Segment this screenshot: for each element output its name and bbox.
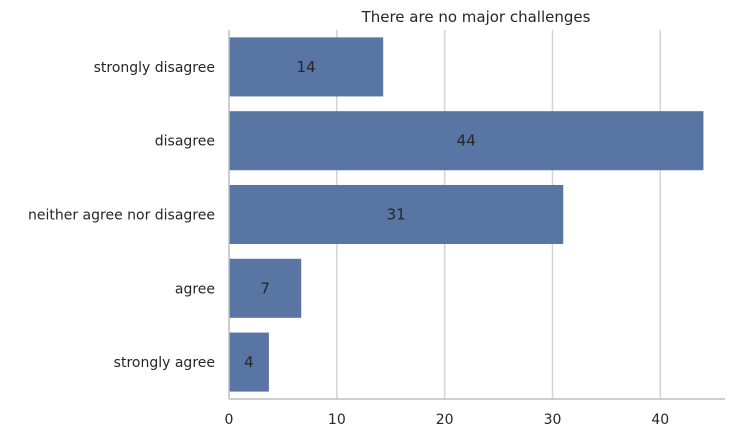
x-tick-labels: 0 10 20 30 40 [225, 412, 670, 428]
bar-value-labels: 14 44 31 7 4 [244, 58, 476, 371]
x-tick-label: 10 [328, 412, 346, 428]
x-tick-label: 0 [225, 412, 234, 428]
bar-value-label: 31 [387, 206, 406, 224]
bar-value-label: 14 [297, 58, 316, 76]
y-tick-label: neither agree nor disagree [28, 208, 215, 224]
bar-neither-agree-nor-disagree [229, 184, 564, 245]
chart-title: There are no major challenges [361, 8, 591, 26]
bar-value-label: 7 [260, 279, 270, 297]
bars-layer [229, 37, 704, 392]
y-tick-label: disagree [155, 134, 215, 150]
bar-agree [229, 258, 302, 318]
x-tick-label: 40 [651, 412, 669, 428]
bar-value-label: 44 [457, 132, 476, 150]
y-tick-label: agree [175, 281, 215, 297]
y-tick-label: strongly agree [114, 355, 215, 371]
y-tick-labels: strongly disagree disagree neither agree n… [28, 60, 215, 371]
x-tick-label: 30 [544, 412, 562, 428]
bar-strongly-agree [229, 332, 269, 392]
bar-value-label: 4 [244, 353, 254, 371]
x-tick-label: 20 [436, 412, 454, 428]
bar-disagree [229, 111, 704, 171]
y-tick-label: strongly disagree [94, 60, 215, 76]
spines-layer [228, 30, 725, 400]
bar-strongly-disagree [229, 37, 384, 97]
